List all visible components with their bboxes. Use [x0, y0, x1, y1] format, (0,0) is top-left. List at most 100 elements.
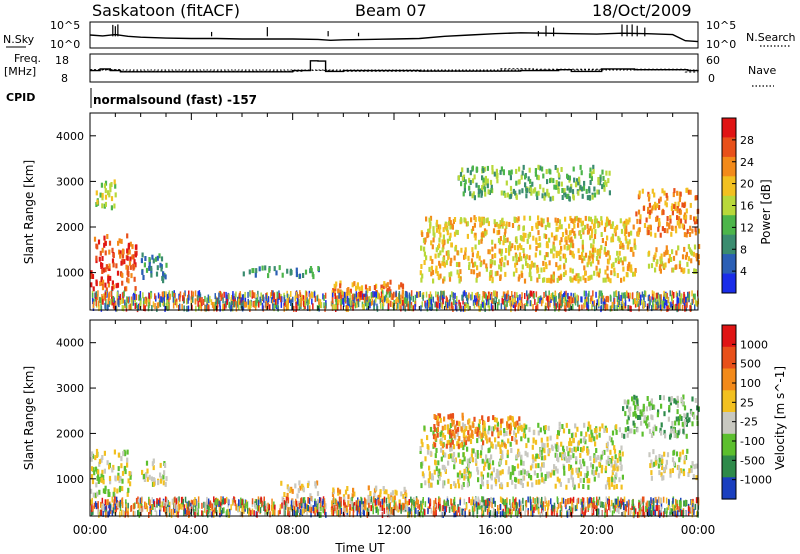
heatmap-cell — [606, 273, 609, 279]
heatmap-cell — [314, 510, 316, 517]
heatmap-cell — [518, 422, 521, 428]
heatmap-cell — [509, 185, 513, 191]
heatmap-cell — [134, 502, 136, 509]
heatmap-cell — [664, 433, 667, 439]
heatmap-cell — [125, 264, 128, 270]
heatmap-cell — [478, 216, 481, 222]
heatmap-cell — [452, 506, 454, 513]
heatmap-cell — [484, 231, 487, 237]
heatmap-cell — [381, 293, 384, 300]
heatmap-cell — [134, 303, 136, 309]
heatmap-cell — [604, 241, 607, 247]
heatmap-cell — [453, 496, 456, 503]
heatmap-cell — [677, 416, 680, 422]
heatmap-cell — [358, 296, 361, 302]
heatmap-cell — [587, 484, 590, 490]
heatmap-cell — [445, 250, 448, 256]
velocity-cells — [90, 394, 700, 519]
heatmap-cell — [400, 305, 402, 312]
heatmap-cell — [480, 444, 483, 450]
heatmap-cell — [313, 291, 316, 298]
heatmap-cell — [91, 497, 93, 504]
heatmap-cell — [676, 190, 679, 196]
heatmap-cell — [534, 168, 537, 173]
heatmap-cell — [449, 224, 452, 230]
heatmap-cell — [694, 230, 697, 236]
heatmap-cell — [605, 251, 608, 257]
heatmap-cell — [423, 508, 425, 515]
heatmap-cell — [667, 504, 670, 511]
heatmap-cell — [645, 420, 648, 426]
heatmap-cell — [566, 511, 569, 518]
heatmap-cell — [665, 245, 668, 251]
y-tick-label: 2000 — [56, 221, 84, 234]
heatmap-cell — [457, 438, 460, 444]
heatmap-cell — [616, 250, 619, 256]
heatmap-cell — [402, 290, 404, 297]
heatmap-cell — [689, 202, 692, 208]
heatmap-cell — [208, 502, 211, 509]
heatmap-cell — [688, 468, 691, 474]
heatmap-cell — [541, 477, 544, 483]
heatmap-cell — [634, 244, 637, 250]
heatmap-cell — [656, 298, 658, 305]
heatmap-cell — [488, 447, 491, 453]
heatmap-cell — [428, 228, 431, 234]
heatmap-cell — [570, 448, 574, 453]
heatmap-cell — [688, 232, 692, 237]
heatmap-cell — [545, 234, 548, 240]
heatmap-cell — [523, 304, 525, 310]
heatmap-cell — [615, 472, 618, 478]
heatmap-cell — [558, 293, 560, 300]
heatmap-cell — [685, 187, 688, 193]
heatmap-cell — [444, 301, 447, 308]
heatmap-cell — [678, 506, 680, 513]
heatmap-cell — [542, 187, 545, 193]
heatmap-cell — [284, 510, 286, 517]
heatmap-cell — [526, 481, 529, 487]
heatmap-cell — [681, 202, 684, 208]
heatmap-cell — [131, 244, 134, 250]
heatmap-cell — [556, 434, 559, 440]
heatmap-cell — [646, 226, 649, 232]
heatmap-cell — [584, 270, 587, 276]
heatmap-cell — [661, 210, 664, 216]
heatmap-cell — [268, 267, 271, 273]
heatmap-cell — [587, 293, 589, 300]
heatmap-cell — [449, 413, 453, 419]
heatmap-cell — [476, 438, 479, 444]
heatmap-cell — [370, 300, 373, 306]
heatmap-cell — [664, 262, 667, 268]
heatmap-cell — [404, 297, 406, 304]
heatmap-cell — [632, 400, 635, 406]
heatmap-cell — [229, 508, 231, 515]
heatmap-cell — [318, 298, 320, 305]
heatmap-cell — [524, 232, 527, 238]
heatmap-cell — [658, 504, 660, 511]
heatmap-cell — [424, 302, 427, 309]
heatmap-cell — [164, 481, 167, 487]
heatmap-cell — [347, 290, 350, 296]
heatmap-cell — [692, 501, 695, 508]
heatmap-cell — [354, 302, 357, 309]
heatmap-cell — [565, 422, 568, 428]
heatmap-cell — [269, 511, 271, 518]
heatmap-cell — [120, 238, 123, 244]
heatmap-cell — [505, 511, 508, 518]
heatmap-cell — [689, 189, 692, 195]
heatmap-cell — [195, 305, 197, 312]
heatmap-cell — [474, 244, 477, 250]
heatmap-cell — [437, 460, 440, 466]
heatmap-cell — [677, 473, 681, 479]
heatmap-cell — [658, 204, 661, 210]
heatmap-cell — [126, 233, 129, 239]
noise-right-tick-top: 10^5 — [706, 19, 736, 32]
noise-left-label: N.Sky — [3, 33, 35, 46]
heatmap-cell — [566, 301, 569, 308]
heatmap-cell — [471, 247, 474, 253]
heatmap-cell — [530, 505, 532, 512]
heatmap-cell — [661, 465, 664, 471]
heatmap-cell — [461, 175, 464, 181]
heatmap-cell — [304, 269, 308, 275]
heatmap-cell — [648, 202, 651, 208]
